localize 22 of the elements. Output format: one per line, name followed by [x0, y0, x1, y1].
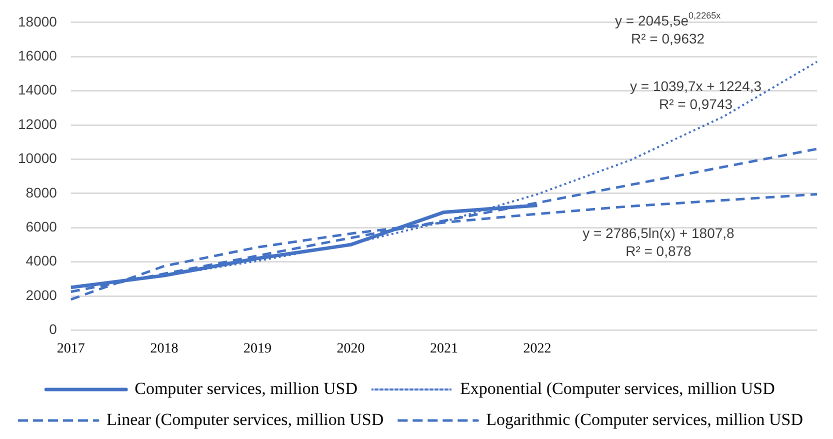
- y-tick-label: 18000: [18, 13, 58, 30]
- x-tick-label: 2018: [150, 341, 178, 356]
- y-tick-label: 14000: [18, 82, 58, 98]
- y-tick-label: 10000: [18, 150, 58, 166]
- legend-label: Linear (Computer services, million USD: [106, 410, 384, 429]
- y-tick-label: 8000: [26, 184, 58, 200]
- legend-label: Computer services, million USD: [134, 378, 358, 398]
- annotation: y = 2786,5ln(x) + 1807,8 R² = 0,878: [582, 225, 735, 260]
- x-tick-label: 2017: [56, 341, 85, 356]
- y-tick-label: 0: [49, 321, 58, 338]
- legend-label: Logarithmic (Computer services, million USD: [486, 410, 803, 429]
- y-tick-label: 12000: [18, 116, 58, 132]
- annotation: y = 1039,7x + 1224,3 R² = 0,9743: [630, 78, 762, 112]
- x-tick-label: 2021: [430, 341, 458, 356]
- y-tick-label: 6000: [26, 218, 58, 234]
- x-tick-label: 2022: [523, 341, 552, 356]
- y-tick-label: 4000: [26, 252, 58, 269]
- legend-label: Exponential (Computer services, million USD: [460, 378, 775, 398]
- y-tick-label: 2000: [26, 286, 58, 303]
- x-tick-label: 2019: [243, 341, 272, 356]
- y-tick-label: 16000: [18, 47, 58, 64]
- x-tick-label: 2020: [336, 341, 365, 356]
